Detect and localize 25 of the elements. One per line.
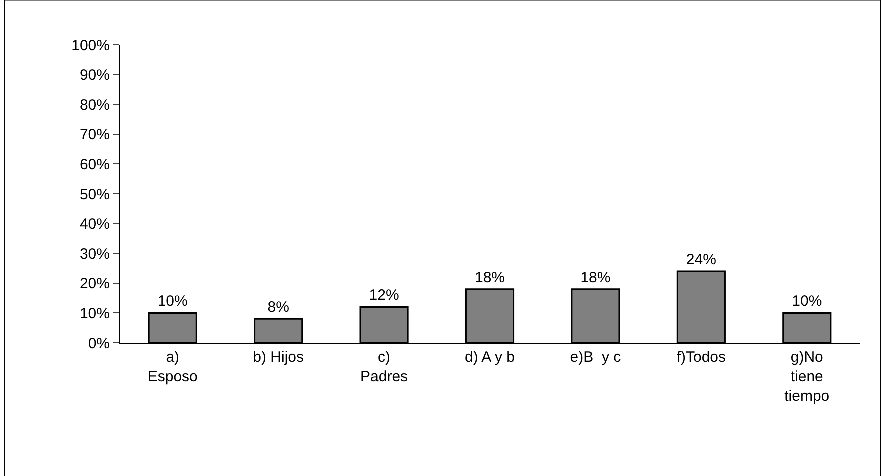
- x-tick-label: f)Todos: [676, 349, 726, 366]
- x-tick-label: b) Hijos: [253, 349, 304, 366]
- data-label: 18%: [580, 269, 611, 286]
- data-label: 10%: [158, 293, 188, 310]
- x-tick-label: d) A y b: [464, 349, 516, 366]
- y-tick-label: 80%: [80, 96, 110, 114]
- x-tick-label: e)B y c: [570, 349, 622, 366]
- x-tick-label: c) Padres: [360, 349, 408, 386]
- y-tick-label: 40%: [80, 216, 110, 234]
- y-tick-label: 60%: [80, 156, 110, 174]
- data-label: 12%: [369, 287, 400, 304]
- y-tick-label: 10%: [80, 305, 110, 322]
- x-tick-label: g)No tiene tiempo: [784, 349, 830, 405]
- y-tick-label: 0%: [88, 335, 110, 352]
- data-label: 18%: [474, 269, 506, 286]
- y-tick-label: 90%: [80, 67, 110, 84]
- y-tick-label: 70%: [80, 126, 110, 144]
- y-tick-label: 100%: [72, 37, 110, 54]
- data-label: 24%: [686, 251, 716, 268]
- y-tick-label: 20%: [80, 276, 110, 293]
- x-tick-label: a) Esposo: [148, 349, 198, 386]
- data-label: 8%: [268, 299, 290, 316]
- y-tick-label: 50%: [80, 186, 110, 204]
- y-tick-label: 30%: [80, 246, 110, 263]
- data-label: 10%: [792, 293, 822, 310]
